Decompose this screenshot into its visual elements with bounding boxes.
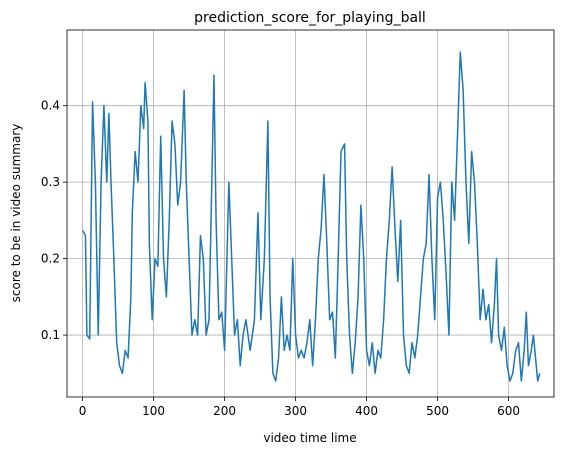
y-axis-label: score to be in video summary [9, 124, 23, 303]
x-tick-label: 200 [213, 404, 236, 418]
x-tick-label: 100 [142, 404, 165, 418]
x-tick-label: 0 [79, 404, 87, 418]
x-axis-label: video time lime [263, 431, 356, 445]
plot-frame [66, 29, 555, 398]
y-tick-label: 0.3 [41, 175, 60, 189]
x-tick-label: 300 [284, 404, 307, 418]
y-tick-label: 0.4 [41, 99, 60, 113]
y-tick-label: 0.2 [41, 252, 60, 266]
chart-title: prediction_score_for_playing_ball [194, 10, 426, 26]
x-tick-label: 500 [426, 404, 449, 418]
x-tick-label: 400 [355, 404, 378, 418]
data-line [81, 51, 541, 382]
x-tick-label: 600 [497, 404, 520, 418]
y-tick-label: 0.1 [41, 328, 60, 342]
